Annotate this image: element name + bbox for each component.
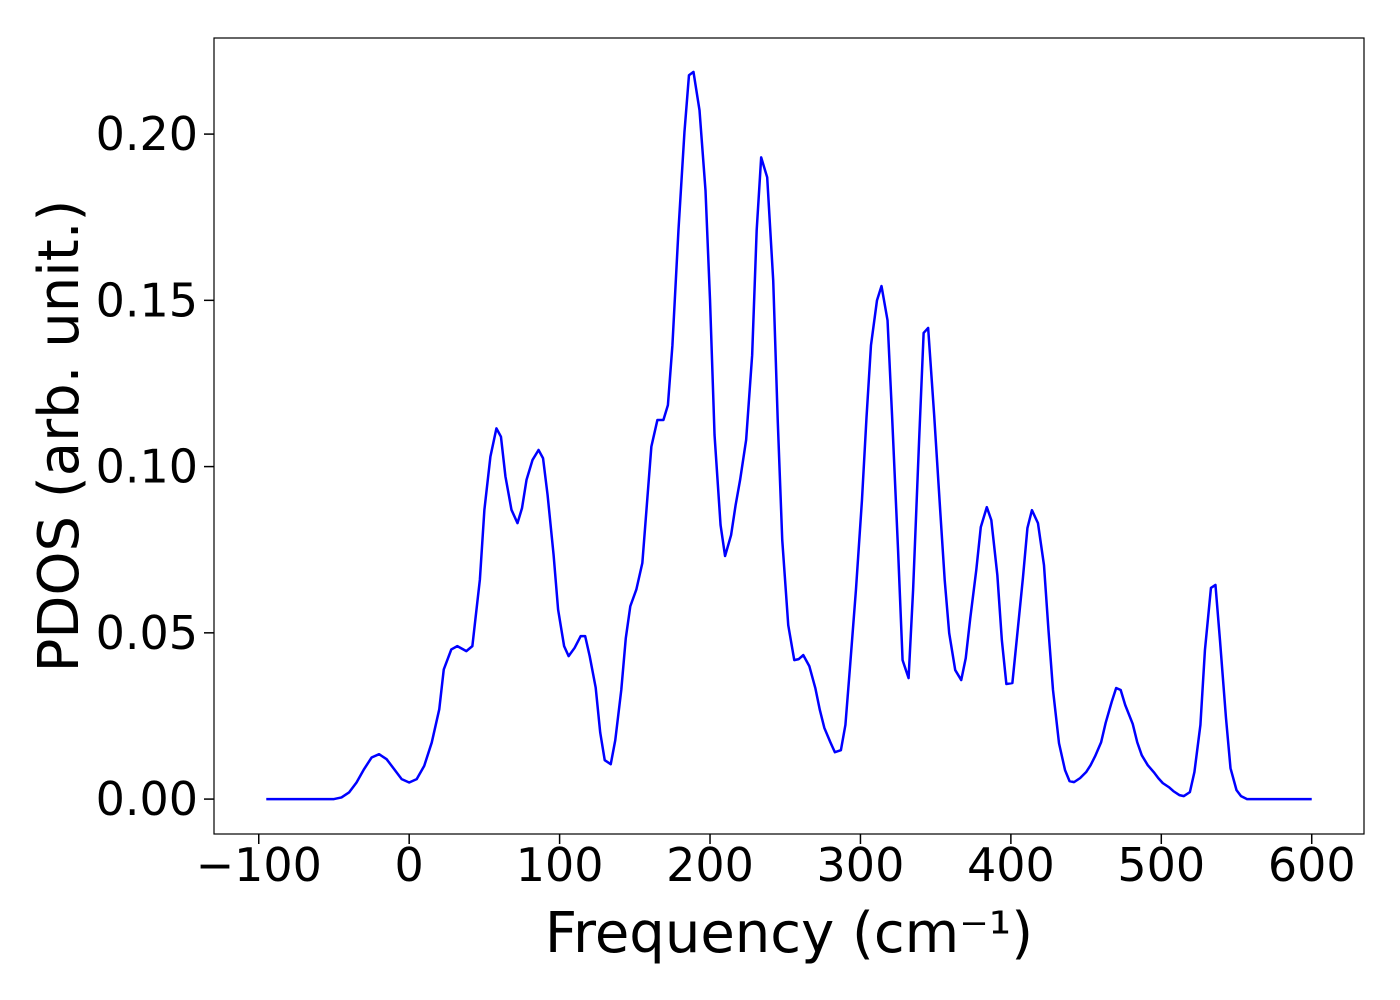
x-tick-label: 200 xyxy=(666,838,754,892)
x-tick-label: 400 xyxy=(967,838,1055,892)
x-tick-label: −100 xyxy=(196,838,322,892)
x-tick-label: 500 xyxy=(1117,838,1205,892)
plot-frame xyxy=(213,37,1365,835)
x-tick-label: 300 xyxy=(817,838,905,892)
y-axis-label: PDOS (arb. unit.) xyxy=(27,200,92,673)
y-tick-label: 0.05 xyxy=(96,606,198,660)
y-tick-label: 0.20 xyxy=(96,107,198,161)
x-tick-label: 600 xyxy=(1268,838,1356,892)
data-line xyxy=(266,70,1312,801)
x-tick-label: 100 xyxy=(516,838,604,892)
y-tick-label: 0.10 xyxy=(96,440,198,494)
y-tick-label: 0.15 xyxy=(96,273,198,327)
x-tick-label: 0 xyxy=(395,838,424,892)
y-tick-label: 0.00 xyxy=(96,772,198,826)
x-axis-label: Frequency (cm⁻¹) xyxy=(545,901,1033,966)
